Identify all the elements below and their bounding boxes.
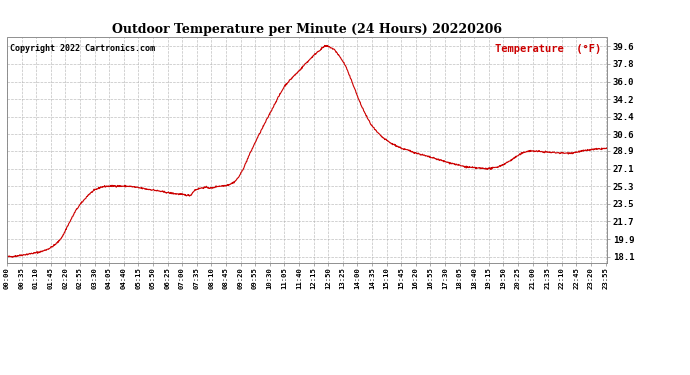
- Title: Outdoor Temperature per Minute (24 Hours) 20220206: Outdoor Temperature per Minute (24 Hours…: [112, 23, 502, 36]
- Text: Temperature  (°F): Temperature (°F): [495, 44, 601, 54]
- Text: Copyright 2022 Cartronics.com: Copyright 2022 Cartronics.com: [10, 44, 155, 53]
